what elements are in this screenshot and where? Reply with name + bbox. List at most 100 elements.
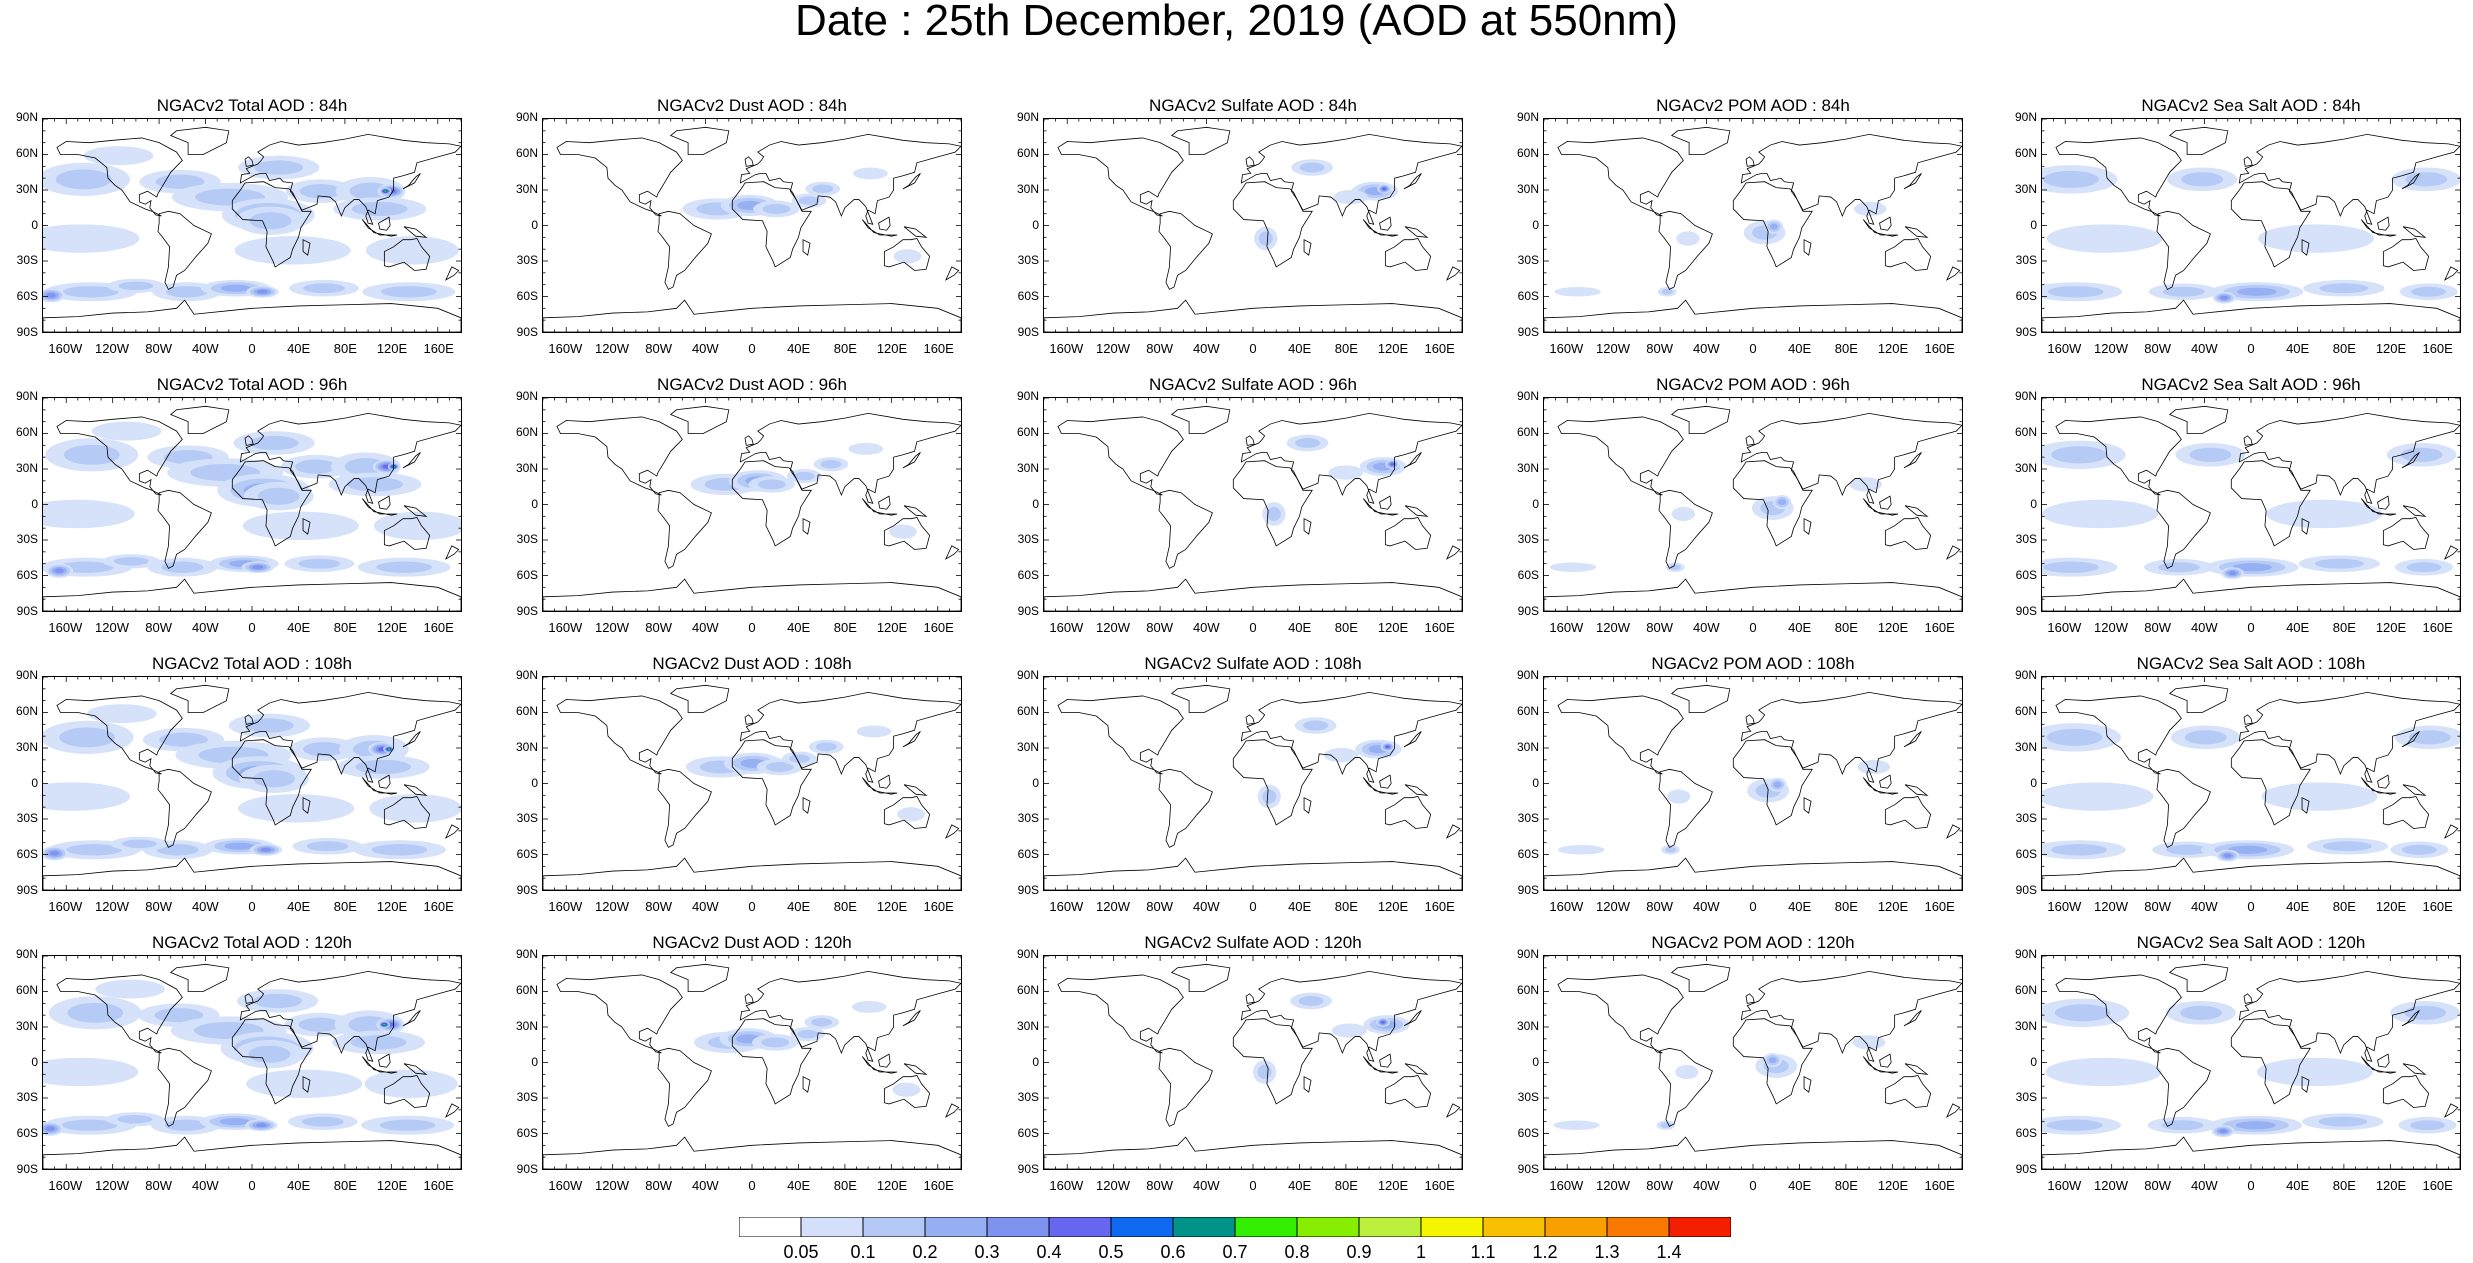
- coastline: [1904, 505, 1929, 517]
- lat-tick-label: 30N: [515, 181, 538, 196]
- lon-tick-label: 40W: [1192, 899, 1220, 914]
- coastline: [56, 695, 183, 775]
- main-title: Date : 25th December, 2019 (AOD at 550nm…: [795, 0, 1678, 45]
- lon-tick-label: 160E: [923, 341, 954, 356]
- coastline: [861, 777, 898, 795]
- lon-tick-label: 160E: [1424, 1178, 1455, 1193]
- coastline: [1245, 435, 1255, 446]
- lat-tick-label: 90N: [1016, 389, 1039, 403]
- aod-map: [1543, 397, 1963, 612]
- aod-contour: [1669, 564, 1681, 571]
- coastlines: [1544, 126, 1962, 332]
- lat-tick-label: 60N: [1016, 703, 1039, 718]
- coastline: [1904, 784, 1929, 796]
- coastline: [2156, 1047, 2211, 1127]
- lon-tick-label: 120E: [376, 899, 408, 914]
- aod-contour: [1257, 1064, 1272, 1080]
- coastlines: [1544, 405, 1962, 611]
- coastline: [43, 1136, 461, 1169]
- lat-tick-label: 30N: [515, 1018, 538, 1033]
- lat-tick-label: 60S: [1017, 847, 1039, 862]
- lat-tick-label: 60N: [15, 982, 38, 997]
- aod-contour: [2051, 844, 2108, 856]
- aod-contour: [373, 511, 461, 540]
- lon-tick-label: 80E: [1334, 620, 1358, 635]
- lon-tick-label: 0: [1749, 341, 1757, 356]
- coastline: [1362, 219, 1399, 237]
- coastline: [1384, 796, 1432, 829]
- lon-tick-label: 80E: [1834, 1178, 1858, 1193]
- coastlines: [543, 126, 961, 332]
- lon-tick-label: 80E: [2332, 1178, 2356, 1193]
- coastline: [1379, 216, 1392, 231]
- aod-contour: [889, 524, 917, 539]
- aod-contour: [1333, 190, 1368, 205]
- aod-field: [1257, 717, 1402, 809]
- coastline: [1879, 495, 1892, 510]
- coastlines: [543, 684, 961, 890]
- coastline: [302, 1076, 311, 1093]
- aod-contour: [249, 212, 292, 230]
- aod-contour: [2256, 1057, 2373, 1087]
- coastline: [1240, 691, 1462, 783]
- coastline: [169, 126, 230, 155]
- colorbar-label: 0.3: [974, 1242, 1000, 1262]
- lat-tick-label: 60S: [1517, 289, 1539, 304]
- coastlines: [43, 405, 461, 611]
- aod-contour: [62, 286, 119, 298]
- map-panel: NGACv2 Sulfate AOD : 108h 90N 60N 30N 0 30S 60…: [1017, 654, 1463, 914]
- coastlines: [1044, 684, 1462, 890]
- lat-tick-label: 90S: [16, 604, 38, 618]
- lon-tick-label: 80W: [145, 341, 173, 356]
- coastline: [739, 133, 961, 225]
- aod-contour: [43, 782, 131, 811]
- lat-tick-label: 30N: [1016, 460, 1039, 475]
- coastline: [1303, 797, 1312, 814]
- lon-tick-label: 160E: [1424, 620, 1455, 635]
- aod-contour: [2046, 1119, 2103, 1131]
- lat-tick-label: 90S: [2015, 604, 2037, 618]
- lat-tick-label: 0: [31, 775, 38, 790]
- coastline: [902, 731, 921, 748]
- coastline: [43, 857, 461, 890]
- lon-tick-label: 80W: [1646, 620, 1674, 635]
- lon-tick-label: 160E: [2422, 899, 2453, 914]
- panel-title: NGACv2 POM AOD : 108h: [1651, 654, 1855, 673]
- aod-contour: [1331, 1023, 1367, 1038]
- lon-tick-label: 40W: [691, 620, 719, 635]
- lon-tick-label: 40E: [2286, 899, 2310, 914]
- colorbar-segment: [1420, 1217, 1484, 1237]
- aod-contour: [1299, 162, 1325, 173]
- coastline: [244, 435, 254, 446]
- coastline: [1946, 1103, 1961, 1118]
- coastline: [43, 299, 461, 332]
- coastline: [1446, 545, 1461, 560]
- aod-contour: [350, 1035, 407, 1050]
- aod-contour: [2189, 447, 2232, 462]
- coastline: [883, 238, 931, 271]
- coastline: [1732, 181, 1813, 268]
- lon-tick-label: 120W: [95, 620, 129, 635]
- map-panel: NGACv2 POM AOD : 108h 90N 60N 30N 0 30S 60S 90S…: [1517, 654, 1963, 914]
- lat-tick-label: 30S: [16, 811, 38, 826]
- lon-tick-label: 40E: [787, 620, 811, 635]
- aod-contour: [242, 511, 359, 540]
- coastline: [1745, 156, 1755, 167]
- lat-tick-label: 60N: [1016, 145, 1039, 160]
- coastline: [1158, 1047, 1213, 1127]
- lon-tick-label: 160E: [423, 899, 454, 914]
- coastline: [1803, 797, 1812, 814]
- lat-tick-label: 90N: [1516, 668, 1539, 682]
- lon-tick-label: 160E: [423, 1178, 454, 1193]
- coastline: [239, 133, 461, 225]
- coastline: [383, 1075, 431, 1108]
- aod-contour: [2401, 844, 2437, 855]
- lat-tick-label: 60N: [515, 982, 538, 997]
- aod-map: [42, 118, 462, 333]
- coastline: [1384, 238, 1432, 271]
- lat-tick-label: 0: [31, 217, 38, 232]
- coastline: [1946, 266, 1961, 281]
- lon-tick-label: 40E: [287, 899, 311, 914]
- aod-contour: [2227, 845, 2268, 854]
- lon-tick-label: 120E: [2375, 341, 2407, 356]
